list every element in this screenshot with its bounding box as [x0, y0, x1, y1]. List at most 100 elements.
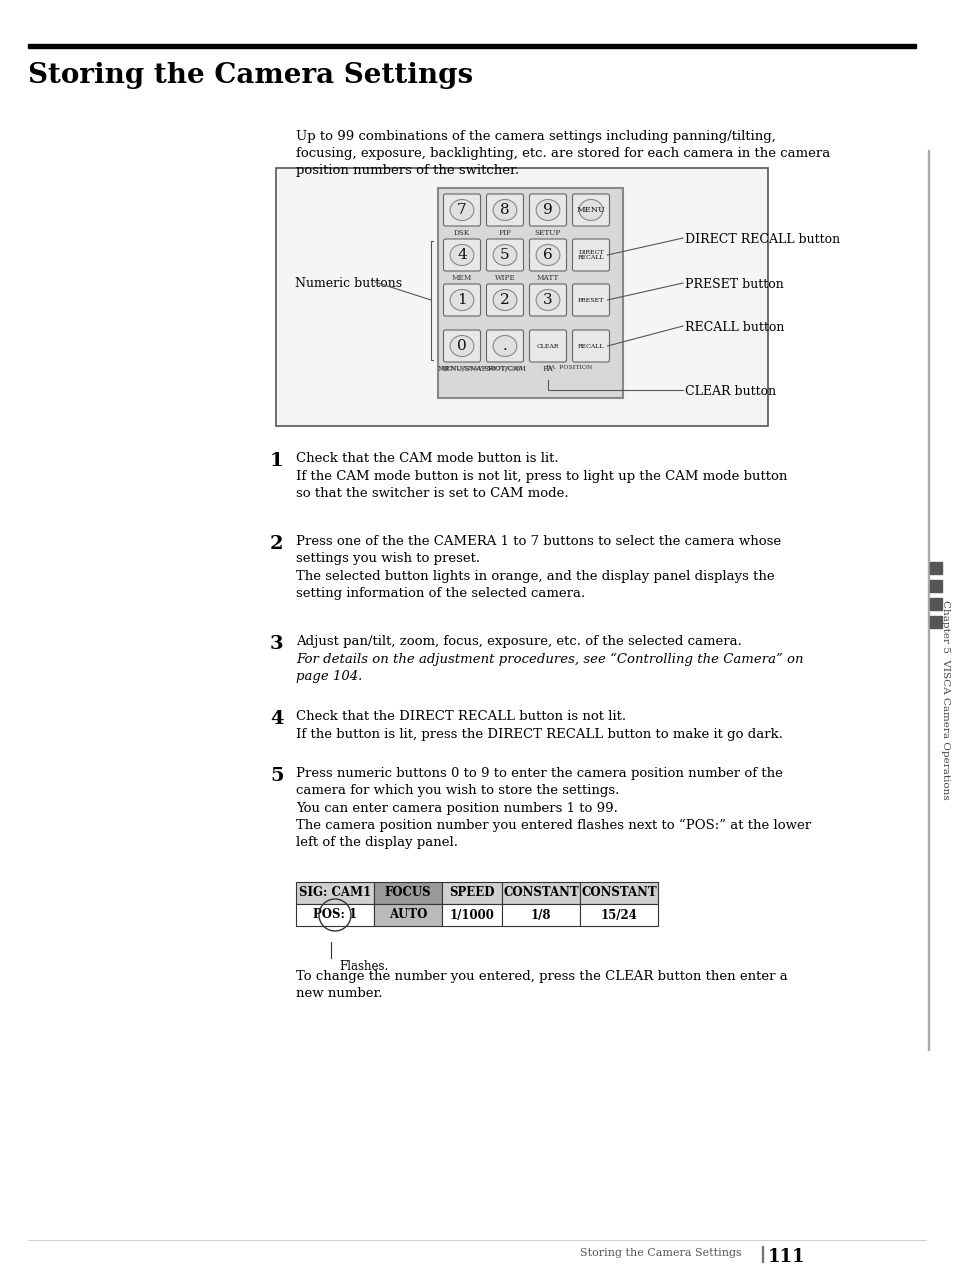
FancyBboxPatch shape [443, 194, 480, 225]
Text: PRESET: PRESET [578, 298, 603, 302]
Bar [929, 580, 941, 592]
Bar [579, 905, 658, 926]
Text: DIRECT
RECALL: DIRECT RECALL [578, 250, 603, 260]
Text: SIG: CAM1: SIG: CAM1 [298, 887, 371, 899]
Text: For details on the adjustment procedures, see “Controlling the Camera” on
page 1: For details on the adjustment procedures… [295, 654, 802, 683]
FancyBboxPatch shape [529, 284, 566, 316]
Text: CONSTANT: CONSTANT [502, 887, 578, 899]
Text: SHOT/CAM: SHOT/CAM [486, 364, 523, 369]
Bar [929, 617, 941, 628]
Text: 5: 5 [270, 767, 283, 785]
Text: 1/1000: 1/1000 [449, 908, 494, 921]
Text: RA: RA [542, 364, 553, 373]
Text: Storing the Camera Settings: Storing the Camera Settings [579, 1249, 741, 1257]
Text: 3: 3 [270, 634, 283, 654]
Text: 2: 2 [499, 293, 509, 307]
FancyBboxPatch shape [443, 240, 480, 271]
Bar [437, 189, 622, 397]
Text: RECALL: RECALL [578, 344, 603, 349]
Bar [761, 1246, 762, 1263]
Bar [295, 905, 374, 926]
Text: .: . [502, 339, 507, 353]
Text: Numeric buttons: Numeric buttons [294, 276, 402, 290]
Ellipse shape [536, 200, 559, 220]
Text: You can enter camera position numbers 1 to 99.
The camera position number you en: You can enter camera position numbers 1 … [295, 803, 810, 850]
Ellipse shape [450, 200, 474, 220]
Text: Check that the DIRECT RECALL button is not lit.: Check that the DIRECT RECALL button is n… [295, 710, 625, 724]
Text: FOCUS: FOCUS [384, 887, 431, 899]
Text: 6: 6 [542, 248, 553, 262]
Text: Press one of the the CAMERA 1 to 7 buttons to select the camera whose
settings y: Press one of the the CAMERA 1 to 7 butto… [295, 535, 781, 564]
Bar [927, 150, 928, 1050]
FancyBboxPatch shape [529, 240, 566, 271]
Text: Up to 99 combinations of the camera settings including panning/tilting,
focusing: Up to 99 combinations of the camera sett… [295, 130, 829, 177]
Bar [441, 905, 501, 926]
Bar [275, 168, 767, 426]
FancyBboxPatch shape [572, 284, 609, 316]
Text: If the button is lit, press the DIRECT RECALL button to make it go dark.: If the button is lit, press the DIRECT R… [295, 727, 782, 741]
Text: CLEAR button: CLEAR button [684, 385, 776, 397]
Text: Chapter 5  VISCA Camera Operations: Chapter 5 VISCA Camera Operations [941, 600, 949, 800]
Text: 2: 2 [270, 535, 283, 553]
Text: 1/8: 1/8 [530, 908, 551, 921]
Ellipse shape [536, 245, 559, 265]
FancyBboxPatch shape [572, 240, 609, 271]
Ellipse shape [493, 200, 517, 220]
Text: 5: 5 [499, 248, 509, 262]
Text: PRESET button: PRESET button [684, 278, 783, 290]
Bar [929, 598, 941, 610]
Text: RA  POSITION: RA POSITION [546, 364, 592, 369]
Ellipse shape [578, 200, 602, 220]
Bar [28, 43, 915, 48]
Text: If the CAM mode button is not lit, press to light up the CAM mode button
so that: If the CAM mode button is not lit, press… [295, 470, 786, 499]
Text: SPEED: SPEED [449, 887, 495, 899]
FancyBboxPatch shape [486, 284, 523, 316]
FancyBboxPatch shape [443, 330, 480, 362]
FancyBboxPatch shape [529, 194, 566, 225]
Text: Press numeric buttons 0 to 9 to enter the camera position number of the
camera f: Press numeric buttons 0 to 9 to enter th… [295, 767, 782, 798]
Text: DIRECT RECALL button: DIRECT RECALL button [684, 233, 840, 246]
Text: PIP: PIP [498, 229, 511, 237]
Text: POS: 1: POS: 1 [313, 908, 356, 921]
Bar [929, 562, 941, 575]
FancyBboxPatch shape [572, 330, 609, 362]
Ellipse shape [493, 335, 517, 357]
Text: DSK: DSK [454, 229, 470, 237]
Text: MENU/SNAP: MENU/SNAP [440, 364, 482, 369]
Text: MEM: MEM [452, 274, 472, 282]
FancyBboxPatch shape [486, 330, 523, 362]
Ellipse shape [450, 245, 474, 265]
FancyBboxPatch shape [529, 330, 566, 362]
Text: CONSTANT: CONSTANT [580, 887, 656, 899]
Text: 4: 4 [270, 710, 283, 727]
Text: Adjust pan/tilt, zoom, focus, exposure, etc. of the selected camera.: Adjust pan/tilt, zoom, focus, exposure, … [295, 634, 741, 648]
Text: MATT: MATT [537, 274, 558, 282]
Bar [295, 882, 374, 905]
Ellipse shape [450, 335, 474, 357]
FancyBboxPatch shape [443, 284, 480, 316]
Bar [501, 905, 579, 926]
Text: 1: 1 [456, 293, 466, 307]
Text: 7: 7 [456, 203, 466, 217]
Text: Storing the Camera Settings: Storing the Camera Settings [28, 62, 473, 89]
Text: 8: 8 [499, 203, 509, 217]
Text: Flashes.: Flashes. [338, 961, 388, 973]
Text: 4: 4 [456, 248, 466, 262]
Ellipse shape [450, 289, 474, 311]
Text: To change the number you entered, press the CLEAR button then enter a
new number: To change the number you entered, press … [295, 970, 787, 1000]
Bar [441, 882, 501, 905]
Bar [374, 882, 441, 905]
Text: AUTO: AUTO [389, 908, 427, 921]
Text: 15/24: 15/24 [600, 908, 637, 921]
Text: 111: 111 [767, 1249, 804, 1266]
Text: The selected button lights in orange, and the display panel displays the
setting: The selected button lights in orange, an… [295, 569, 774, 600]
Text: SETUP: SETUP [535, 229, 560, 237]
Text: SHOT/CAM: SHOT/CAM [483, 364, 526, 373]
Text: CLEAR: CLEAR [537, 344, 558, 349]
Bar [579, 882, 658, 905]
Text: 1: 1 [270, 452, 283, 470]
Text: 9: 9 [542, 203, 553, 217]
Text: Check that the CAM mode button is lit.: Check that the CAM mode button is lit. [295, 452, 558, 465]
Bar [501, 882, 579, 905]
Ellipse shape [493, 245, 517, 265]
